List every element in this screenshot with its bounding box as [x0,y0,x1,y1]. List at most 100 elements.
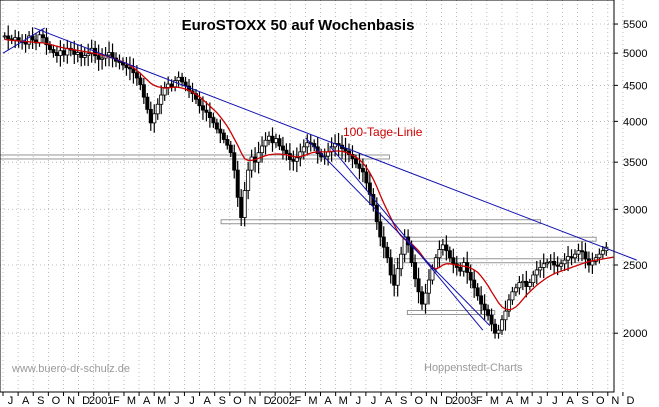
price-body [360,167,365,173]
price-body [166,83,171,88]
price-body [6,35,11,40]
price-body [249,156,254,171]
price-body [138,77,143,86]
price-body [152,113,157,124]
price-body [159,94,164,105]
y-tick-label: 5000 [623,48,647,60]
y-tick-label: 4500 [623,80,647,92]
price-body [343,148,348,152]
price-body [548,260,553,263]
price-body [374,204,379,223]
price-body [72,49,77,55]
x-tick-label: O [596,395,605,407]
price-body [273,138,278,144]
price-body [131,68,136,74]
y-axis: 5500 5000 4500 4000 3500 3000 2500 2000 [614,19,647,340]
x-tick-label: J [371,395,377,407]
y-tick-label: 2500 [623,260,647,272]
x-tick-label: S [219,395,226,407]
x-tick-label: F [476,395,483,407]
x-tick-label: N [611,395,619,407]
price-body [30,35,35,41]
price-body [482,303,487,311]
price-body [37,34,42,44]
x-tick-label: F [294,395,301,407]
footer-source: Hoppenstedt-Charts [424,362,523,374]
price-body [305,142,310,148]
price-body [357,163,362,169]
x-tick-label: N [430,395,438,407]
price-body [385,246,390,259]
trendline [34,27,638,261]
price-body [197,98,202,107]
x-tick-label: D [264,395,272,407]
price-body [545,262,550,265]
x-tick-label: M [490,395,499,407]
price-body [225,139,230,146]
price-body [426,279,431,294]
price-body [579,250,584,253]
price-body [148,108,153,124]
price-body [524,280,529,287]
trendlines [2,27,638,331]
x-tick-label: F [113,395,120,407]
price-body [301,146,306,153]
x-tick-label: J [8,395,14,407]
price-body [2,35,7,38]
trendline [305,137,491,327]
price-body [475,287,480,297]
price-body [242,190,247,218]
price-body [413,262,418,280]
chart-title: EuroSTOXX 50 auf Wochenbasis [182,17,415,34]
price-body [520,280,525,284]
price-body [364,171,369,184]
y-tick-label: 3000 [623,204,647,216]
price-body [534,269,539,276]
x-tick-label: J [356,395,362,407]
price-body [75,52,80,55]
x-tick-label: N [67,395,75,407]
price-body [583,251,588,260]
price-body [503,310,508,321]
x-tick-label: M [339,395,348,407]
price-body [493,323,498,334]
price-body [562,259,567,265]
price-body [433,257,438,270]
price-body [378,221,383,238]
price-body [228,144,233,154]
y-tick-label: 5500 [623,19,647,31]
x-tick-label: S [400,395,407,407]
price-body [79,52,84,58]
x-tick-label: J [174,395,180,407]
x-tick-label: S [581,395,588,407]
price-body [232,152,237,171]
price-body [277,138,282,147]
price-body [479,295,484,305]
price-body [472,279,477,289]
price-body [440,244,445,250]
price-body [260,145,265,154]
x-tick-label: J [552,395,558,407]
trendline [2,27,45,54]
price-body [555,264,560,267]
x-tick-label: 2003 [452,395,476,407]
price-body [239,196,244,218]
price-body [566,256,571,261]
price-body [107,52,112,56]
price-body [169,83,174,88]
price-body [486,309,491,316]
y-tick-label: 4000 [623,116,647,128]
price-body [517,282,522,289]
price-body [468,272,473,281]
price-body [204,109,209,113]
price-body [298,151,303,159]
price-bars [2,25,609,339]
price-body [496,329,501,334]
price-body [86,53,91,57]
price-body [40,34,45,39]
price-body [246,169,251,191]
horizontal-level [0,154,390,160]
price-body [51,49,56,53]
price-body [263,139,268,147]
price-body [100,57,105,60]
